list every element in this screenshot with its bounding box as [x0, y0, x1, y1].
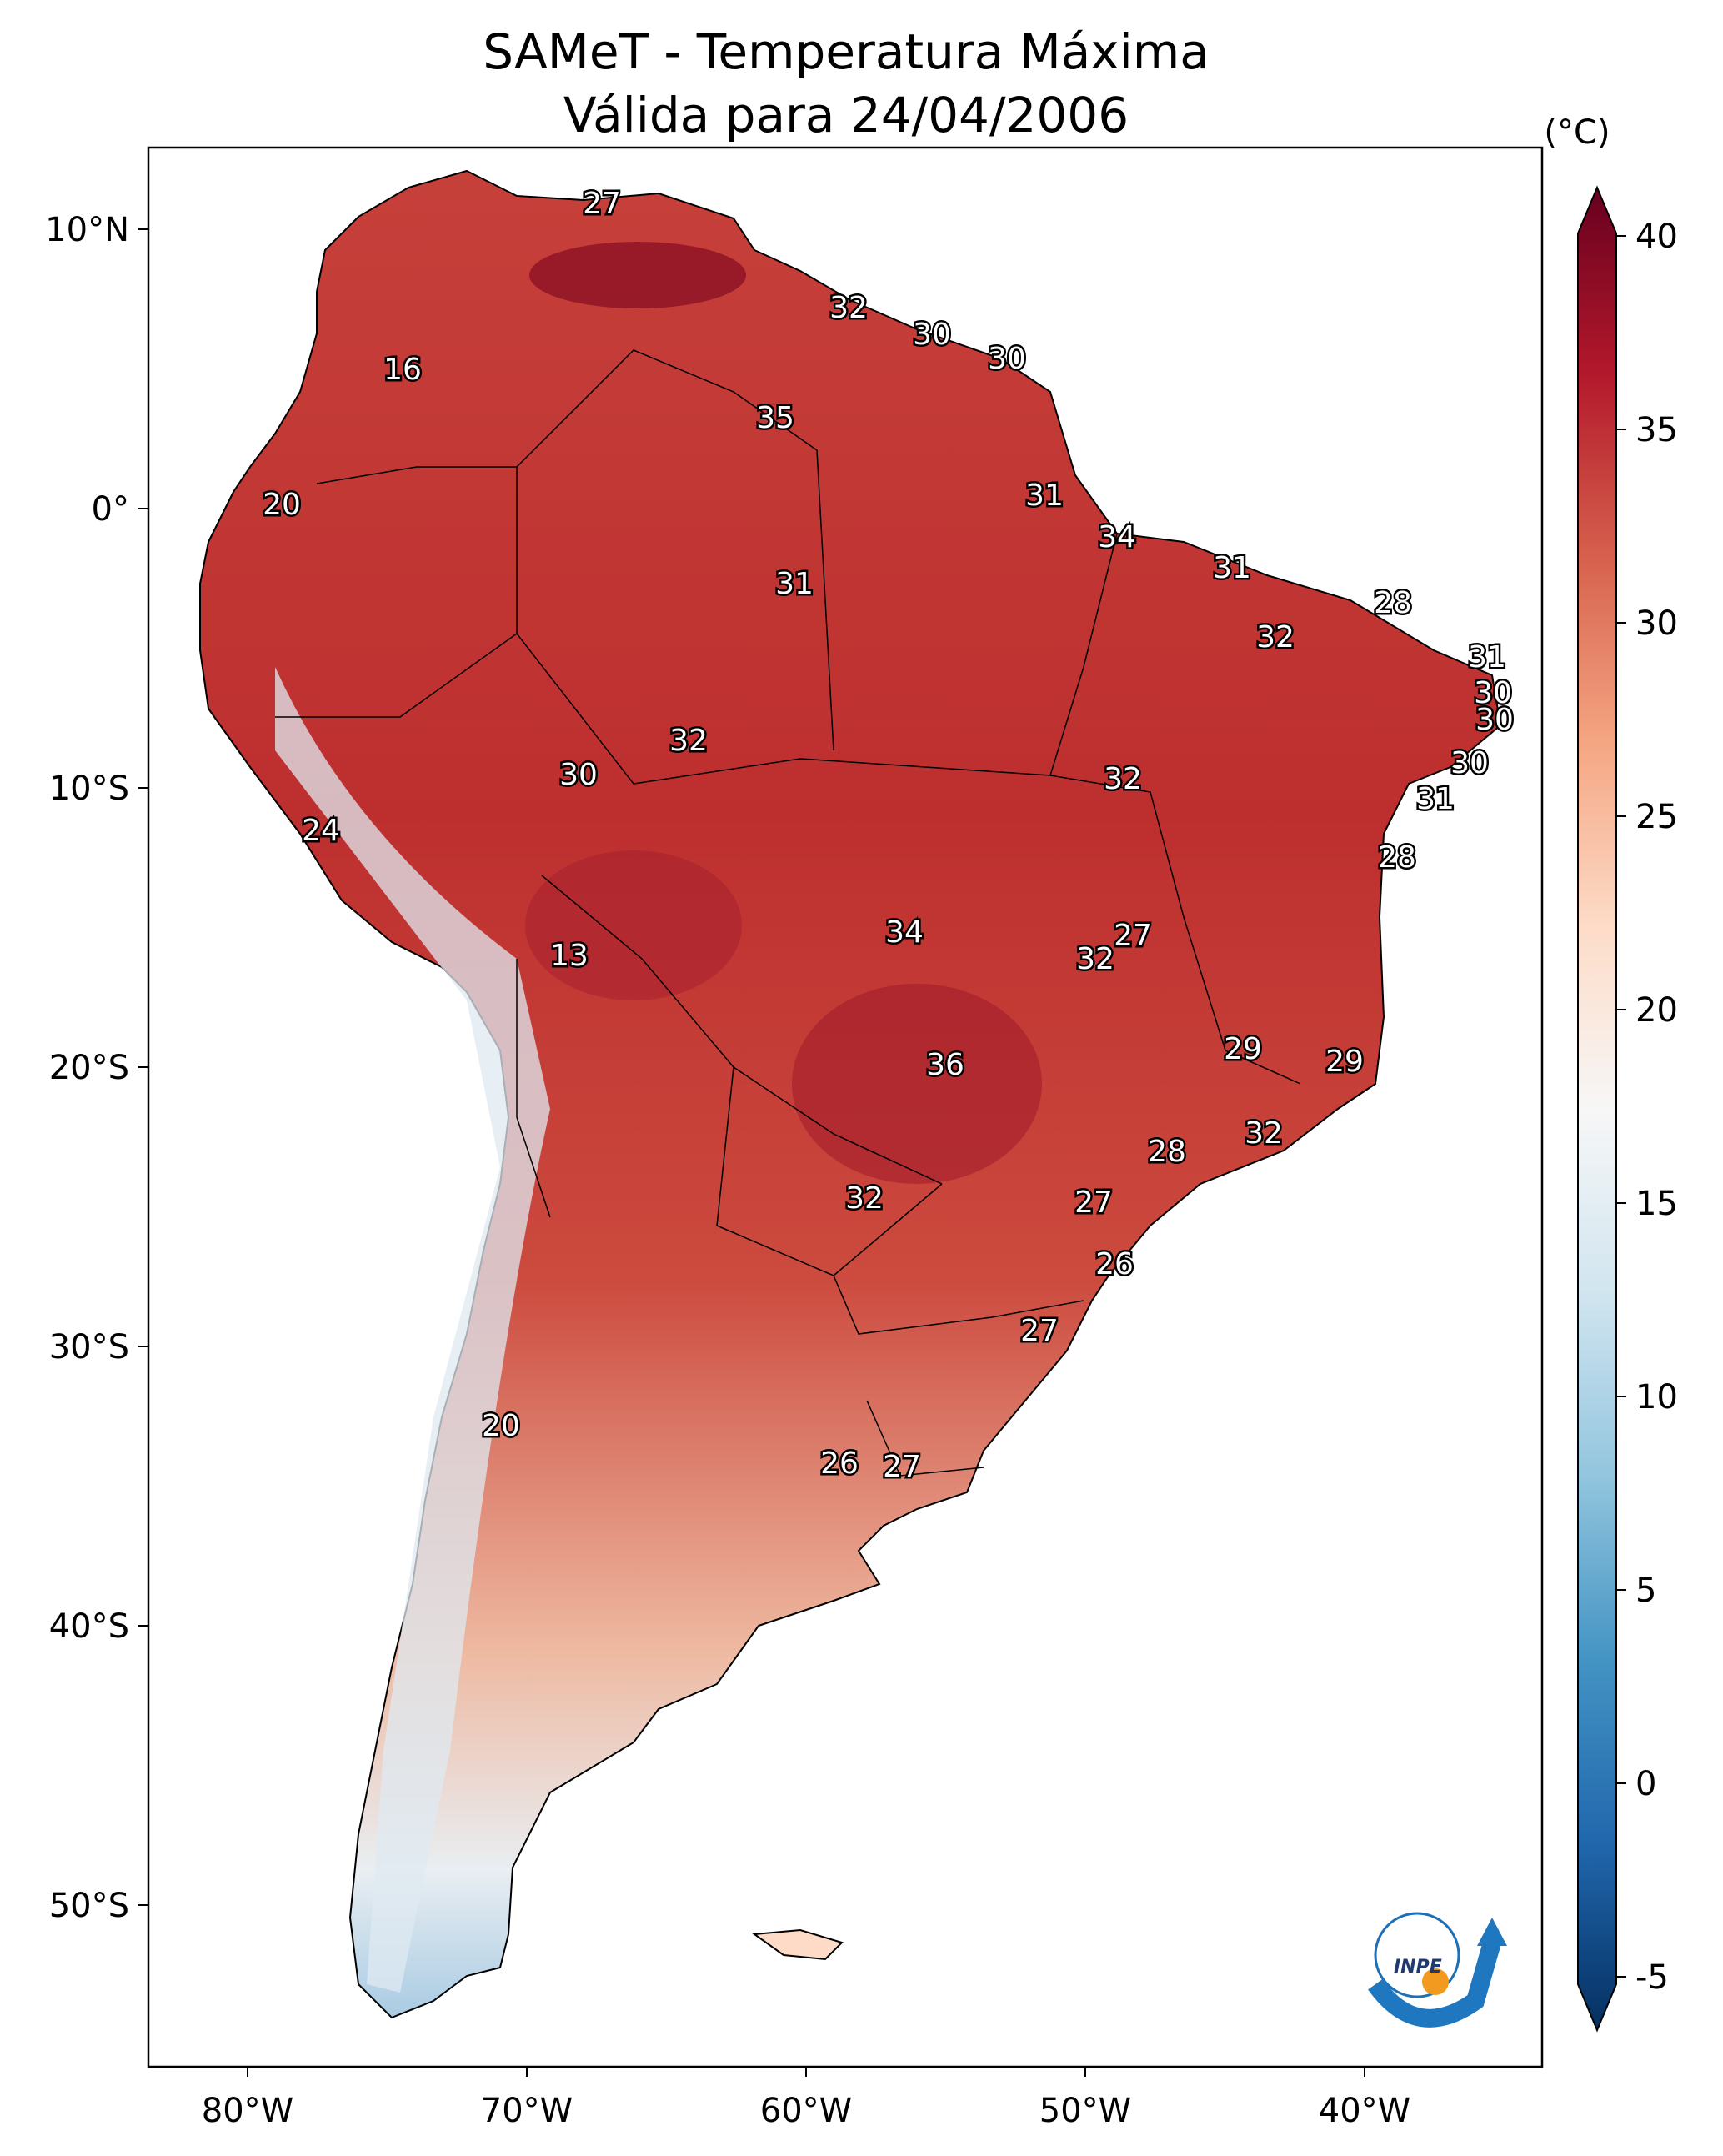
- title-line-2: Válida para 24/04/2006: [563, 87, 1129, 143]
- hot-zone-bolivia: [525, 850, 742, 1000]
- lat-label-10s: 10°S: [49, 770, 129, 808]
- lat-label-40s: 40°S: [49, 1607, 129, 1646]
- station-label: 30: [1474, 676, 1512, 710]
- station-label: 27: [1074, 1186, 1113, 1220]
- station-label: 27: [1020, 1314, 1059, 1348]
- station-label: 20: [263, 488, 301, 522]
- station-label: 35: [756, 401, 794, 435]
- station-label: 27: [1114, 919, 1152, 953]
- colorbar: (°C) 40 35 30 25 20 15 10 5 0 -5: [1544, 113, 1678, 2033]
- colorbar-tick: 15: [1635, 1185, 1678, 1223]
- station-label: 16: [383, 353, 422, 387]
- colorbar-tick: 35: [1635, 411, 1678, 449]
- country-borders: [275, 349, 1301, 1477]
- lat-label-0: 0°: [92, 490, 129, 529]
- colorbar-tick: 20: [1635, 991, 1678, 1030]
- colorbar-unit: (°C): [1544, 113, 1610, 152]
- map-area: [199, 169, 1502, 2019]
- colorbar-tick: 5: [1635, 1572, 1656, 1610]
- andes-cold-zone: [275, 667, 550, 1993]
- lon-label-60w: 60°W: [760, 2092, 852, 2130]
- lon-label-80w: 80°W: [202, 2092, 293, 2130]
- lon-label-70w: 70°W: [481, 2092, 573, 2130]
- station-label: 36: [926, 1048, 964, 1082]
- station-label: 26: [1095, 1247, 1134, 1281]
- station-label: 31: [775, 567, 814, 601]
- latitude-axis: 10°N 0° 10°S 20°S 30°S 40°S 50°S: [45, 211, 148, 1925]
- station-label: 31: [1025, 479, 1064, 513]
- title-line-1: SAMeT - Temperatura Máxima: [483, 23, 1210, 80]
- lat-label-30s: 30°S: [49, 1328, 129, 1366]
- station-label: 28: [1374, 586, 1412, 620]
- lon-label-50w: 50°W: [1039, 2092, 1131, 2130]
- hot-zone-venezuela: [529, 242, 746, 308]
- station-label: 30: [1475, 703, 1514, 737]
- inpe-logo: INPE: [1368, 1912, 1507, 2028]
- station-labels: 27 32 30 30 16 35 20 31 34 31 31 28 32 3…: [261, 185, 1516, 1487]
- map-frame: [147, 146, 1544, 2068]
- station-label: 29: [1224, 1032, 1262, 1066]
- station-label: 28: [1148, 1135, 1186, 1169]
- colorbar-tick: 0: [1635, 1765, 1656, 1803]
- station-label: 24: [302, 814, 340, 848]
- colorbar-gradient: [1577, 185, 1617, 2033]
- station-label: 34: [1098, 520, 1136, 554]
- station-label: 30: [988, 342, 1026, 376]
- station-label: 30: [559, 758, 598, 792]
- station-label: 34: [885, 915, 924, 950]
- colorbar-tick: 10: [1635, 1378, 1678, 1416]
- colorbar-tick: -5: [1635, 1958, 1669, 1997]
- station-label: 32: [669, 724, 708, 758]
- hot-zone-paraguay: [792, 984, 1042, 1184]
- station-label: 32: [829, 291, 868, 325]
- station-label: 27: [583, 187, 621, 221]
- colorbar-tick: 25: [1635, 798, 1678, 836]
- colorbar-tick: 40: [1635, 218, 1678, 256]
- lat-label-50s: 50°S: [49, 1887, 129, 1925]
- station-label: 31: [1416, 782, 1455, 816]
- station-label: 29: [1325, 1045, 1364, 1079]
- station-label: 28: [1378, 840, 1416, 875]
- falkland-islands: [752, 1928, 844, 1961]
- station-label: 32: [1245, 1116, 1283, 1151]
- lat-label-20s: 20°S: [49, 1049, 129, 1087]
- station-label: 26: [820, 1447, 859, 1481]
- station-label: 30: [1450, 746, 1489, 780]
- station-label: 30: [913, 318, 951, 352]
- station-label: 31: [1468, 640, 1506, 674]
- station-label: 32: [1076, 942, 1114, 976]
- station-label: 27: [883, 1450, 921, 1484]
- station-label: 31: [1213, 551, 1251, 585]
- station-label: 32: [1104, 762, 1142, 796]
- station-label: 13: [550, 939, 589, 973]
- logo-text: INPE: [1394, 1957, 1442, 1978]
- lat-label-10n: 10°N: [45, 211, 129, 249]
- map-title: SAMeT - Temperatura Máxima Válida para 2…: [0, 20, 1692, 147]
- longitude-axis: 80°W 70°W 60°W 50°W 40°W: [202, 2067, 1410, 2130]
- station-label: 32: [845, 1181, 884, 1216]
- station-label: 20: [482, 1409, 520, 1443]
- station-label: 32: [1256, 620, 1295, 654]
- colorbar-tick: 30: [1635, 604, 1678, 643]
- lon-label-40w: 40°W: [1319, 2092, 1410, 2130]
